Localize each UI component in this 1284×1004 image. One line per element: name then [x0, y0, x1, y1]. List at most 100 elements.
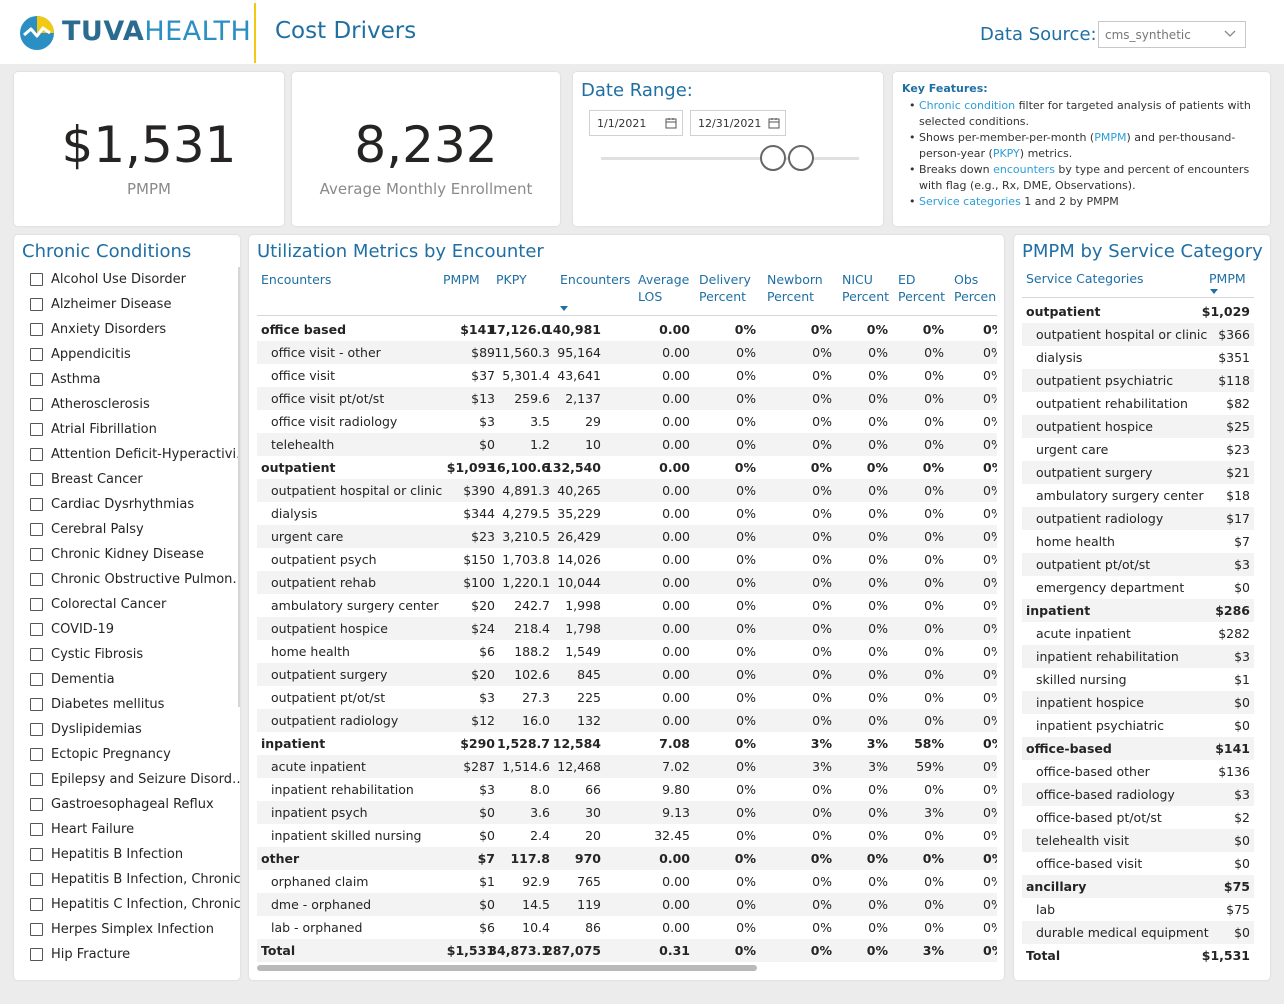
checkbox[interactable]: [30, 473, 43, 486]
chronic-condition-item[interactable]: Dementia: [28, 668, 238, 693]
table-row[interactable]: telehealth visit $0: [1022, 829, 1254, 852]
checkbox[interactable]: [30, 948, 43, 961]
table-row[interactable]: outpatient pt/ot/st $3 27.3 225 0.00 0% 0% 0% 0%…: [257, 686, 997, 709]
chronic-condition-item[interactable]: Hepatitis C Infection, Chronic: [28, 893, 240, 918]
checkbox[interactable]: [30, 823, 43, 836]
table-row[interactable]: outpatient hospice $25: [1022, 415, 1254, 438]
date-slider-start-handle[interactable]: [760, 145, 786, 171]
group-row[interactable]: outpatient $1,093 16,100.6 132,540 0.00 0% 0% 0…: [257, 456, 997, 479]
checkbox[interactable]: [30, 598, 43, 611]
table-row[interactable]: dme - orphaned $0 14.5 119 0.00 0% 0% 0% 0% 0%: [257, 893, 997, 916]
table-row[interactable]: emergency department $0: [1022, 576, 1254, 599]
chronic-condition-item[interactable]: COVID-19: [28, 618, 238, 643]
checkbox[interactable]: [30, 898, 43, 911]
table-row[interactable]: acute inpatient $282: [1022, 622, 1254, 645]
date-slider-end-handle[interactable]: [788, 145, 814, 171]
end-date-input[interactable]: 12/31/2021: [690, 110, 786, 136]
table-row[interactable]: acute inpatient $287 1,514.6 12,468 7.02 0% 3%…: [257, 755, 997, 778]
checkbox[interactable]: [30, 723, 43, 736]
table-row[interactable]: outpatient surgery $20 102.6 845 0.00 0% 0% 0% 0…: [257, 663, 997, 686]
table-row[interactable]: office-based pt/ot/st $2: [1022, 806, 1254, 829]
table-row[interactable]: home health $7: [1022, 530, 1254, 553]
checkbox[interactable]: [30, 573, 43, 586]
table-row[interactable]: inpatient skilled nursing $0 2.4 20 32.45 0% 0…: [257, 824, 997, 847]
chronic-condition-item[interactable]: Chronic Kidney Disease: [28, 543, 238, 568]
table-row[interactable]: office visit pt/ot/st $13 259.6 2,137 0.00 0%…: [257, 387, 997, 410]
chronic-conditions-scrollbar[interactable]: [238, 267, 240, 707]
checkbox[interactable]: [30, 448, 43, 461]
data-source-select[interactable]: cms_synthetic: [1098, 21, 1246, 48]
chronic-condition-item[interactable]: Gastroesophageal Reflux: [28, 793, 238, 818]
encounters-link[interactable]: encounters: [993, 163, 1055, 176]
service-categories-link[interactable]: Service categories: [919, 195, 1021, 208]
chronic-condition-item[interactable]: Cardiac Dysrhythmias: [28, 493, 238, 518]
col-service-pmpm[interactable]: PMPM: [1209, 271, 1246, 286]
table-row[interactable]: inpatient rehabilitation $3 8.0 66 9.80 0% 0% 0…: [257, 778, 997, 801]
checkbox[interactable]: [30, 348, 43, 361]
chronic-condition-item[interactable]: Epilepsy and Seizure Disorders: [28, 768, 240, 793]
checkbox[interactable]: [30, 773, 43, 786]
chronic-condition-item[interactable]: Cystic Fibrosis: [28, 643, 238, 668]
col-obs-percent[interactable]: ObsPercent: [954, 272, 996, 304]
group-row[interactable]: inpatient $286: [1022, 599, 1254, 622]
table-row[interactable]: outpatient hospital or clinic $390 4,891.3…: [257, 479, 997, 502]
table-row[interactable]: outpatient surgery $21: [1022, 461, 1254, 484]
checkbox[interactable]: [30, 748, 43, 761]
chronic-condition-item[interactable]: Hip Fracture: [28, 943, 238, 968]
table-row[interactable]: durable medical equipment $0: [1022, 921, 1254, 944]
table-row[interactable]: outpatient hospital or clinic $366: [1022, 323, 1254, 346]
group-row[interactable]: office-based $141: [1022, 737, 1254, 760]
group-row[interactable]: other $7 117.8 970 0.00 0% 0% 0% 0% 0%: [257, 847, 997, 870]
checkbox[interactable]: [30, 373, 43, 386]
group-row[interactable]: inpatient $290 1,528.7 12,584 7.08 0% 3% 3% 58% 0…: [257, 732, 997, 755]
chronic-condition-item[interactable]: Hepatitis B Infection: [28, 843, 238, 868]
checkbox[interactable]: [30, 498, 43, 511]
table-row[interactable]: ambulatory surgery center $20 242.7 1,998 0.…: [257, 594, 997, 617]
chronic-condition-item[interactable]: Alcohol Use Disorder: [28, 268, 238, 293]
chronic-condition-item[interactable]: Ectopic Pregnancy: [28, 743, 238, 768]
table-row[interactable]: urgent care $23: [1022, 438, 1254, 461]
table-row[interactable]: skilled nursing $1: [1022, 668, 1254, 691]
checkbox[interactable]: [30, 673, 43, 686]
group-row[interactable]: ancillary $75: [1022, 875, 1254, 898]
table-row[interactable]: lab $75: [1022, 898, 1254, 921]
col-delivery-percent[interactable]: Delivery Percent: [699, 272, 751, 304]
table-row[interactable]: home health $6 188.2 1,549 0.00 0% 0% 0% 0% 0%: [257, 640, 997, 663]
chronic-condition-item[interactable]: Atrial Fibrillation: [28, 418, 238, 443]
table-row[interactable]: telehealth $0 1.2 10 0.00 0% 0% 0% 0% 0%: [257, 433, 997, 456]
chronic-condition-item[interactable]: Appendicitis: [28, 343, 238, 368]
checkbox[interactable]: [30, 873, 43, 886]
table-row[interactable]: office-based other $136: [1022, 760, 1254, 783]
table-row[interactable]: dialysis $344 4,279.5 35,229 0.00 0% 0% 0% 0% 0%: [257, 502, 997, 525]
total-row[interactable]: Total $1,531: [1022, 944, 1254, 967]
checkbox[interactable]: [30, 548, 43, 561]
pkpy-link[interactable]: PKPY: [992, 147, 1020, 160]
table-row[interactable]: ambulatory surgery center $18: [1022, 484, 1254, 507]
chronic-condition-item[interactable]: Asthma: [28, 368, 238, 393]
col-pkpy[interactable]: PKPY: [496, 272, 527, 287]
table-row[interactable]: urgent care $23 3,210.5 26,429 0.00 0% 0% 0% 0% 0…: [257, 525, 997, 548]
checkbox[interactable]: [30, 923, 43, 936]
checkbox[interactable]: [30, 398, 43, 411]
checkbox[interactable]: [30, 623, 43, 636]
checkbox[interactable]: [30, 698, 43, 711]
table-row[interactable]: office visit - other $89 11,560.3 95,164 0.0…: [257, 341, 997, 364]
calendar-icon[interactable]: [768, 117, 780, 129]
date-slider-track[interactable]: [601, 157, 859, 160]
table-row[interactable]: office visit $37 5,301.4 43,641 0.00 0% 0% 0% 0%…: [257, 364, 997, 387]
checkbox[interactable]: [30, 423, 43, 436]
table-row[interactable]: inpatient psych $0 3.6 30 9.13 0% 0% 0% 3% 0%: [257, 801, 997, 824]
col-nicu-percent[interactable]: NICU Percent: [842, 272, 890, 304]
chronic-condition-item[interactable]: Cerebral Palsy: [28, 518, 238, 543]
chronic-condition-item[interactable]: Attention Deficit-Hyperactivity Disorder: [28, 443, 240, 468]
chronic-condition-item[interactable]: Atherosclerosis: [28, 393, 238, 418]
chronic-condition-item[interactable]: Anxiety Disorders: [28, 318, 238, 343]
table-row[interactable]: outpatient hospice $24 218.4 1,798 0.00 0% 0% 0…: [257, 617, 997, 640]
table-row[interactable]: office visit radiology $3 3.5 29 0.00 0% 0% 0% 0…: [257, 410, 997, 433]
table-row[interactable]: outpatient rehabilitation $82: [1022, 392, 1254, 415]
table-row[interactable]: inpatient hospice $0: [1022, 691, 1254, 714]
utilization-horizontal-scrollbar[interactable]: [257, 965, 757, 971]
table-row[interactable]: outpatient rehab $100 1,220.1 10,044 0.00 0% 0…: [257, 571, 997, 594]
table-row[interactable]: outpatient radiology $12 16.0 132 0.00 0% 0% 0%…: [257, 709, 997, 732]
